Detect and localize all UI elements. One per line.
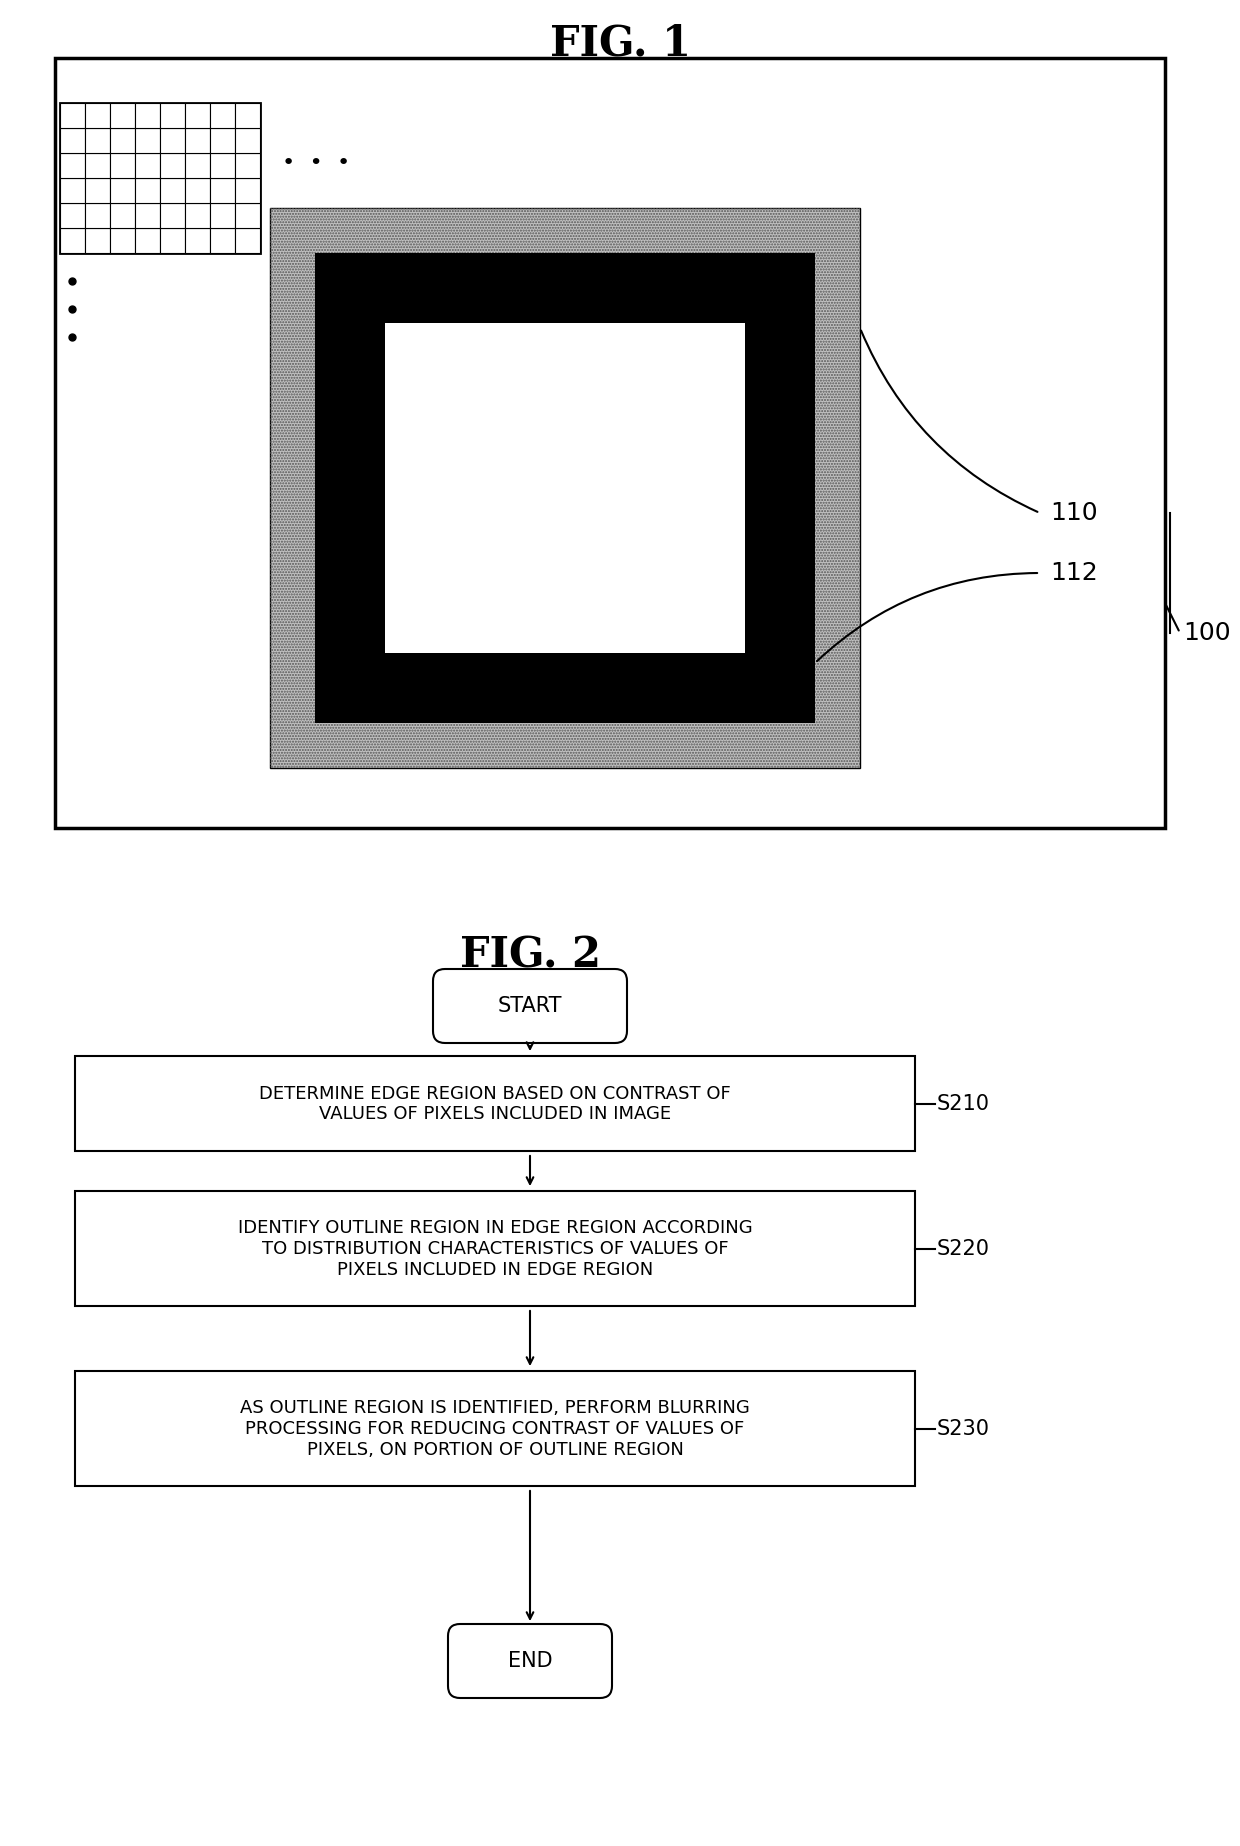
Bar	[74, 1056, 915, 1152]
Text: 112: 112	[1050, 561, 1097, 585]
Bar	[210, 177, 236, 203]
Bar	[384, 323, 745, 653]
Text: 110: 110	[1050, 500, 1097, 524]
Bar	[185, 103, 210, 127]
Bar	[110, 177, 135, 203]
Bar	[210, 127, 236, 153]
Bar	[160, 153, 185, 177]
Bar	[236, 229, 260, 253]
Bar	[86, 127, 110, 153]
Bar	[185, 229, 210, 253]
Bar	[135, 229, 160, 253]
Text: S230: S230	[937, 1420, 990, 1440]
Bar	[74, 1372, 915, 1486]
Bar	[86, 177, 110, 203]
Bar	[86, 203, 110, 229]
Bar	[236, 177, 260, 203]
Bar	[86, 153, 110, 177]
Text: S210: S210	[937, 1095, 990, 1113]
Bar	[60, 127, 86, 153]
Text: S220: S220	[937, 1239, 990, 1259]
Bar	[135, 203, 160, 229]
Text: FIG. 2: FIG. 2	[460, 936, 600, 977]
Bar	[110, 229, 135, 253]
Bar	[236, 153, 260, 177]
Bar	[210, 103, 236, 127]
Bar	[185, 177, 210, 203]
Bar	[110, 203, 135, 229]
Bar	[55, 57, 1166, 829]
Bar	[160, 127, 185, 153]
FancyBboxPatch shape	[433, 969, 627, 1043]
Bar	[270, 209, 861, 768]
Text: IDENTIFY OUTLINE REGION IN EDGE REGION ACCORDING
TO DISTRIBUTION CHARACTERISTICS: IDENTIFY OUTLINE REGION IN EDGE REGION A…	[238, 1218, 753, 1279]
Bar	[160, 103, 185, 127]
Bar	[236, 103, 260, 127]
Bar	[135, 177, 160, 203]
Bar	[160, 229, 185, 253]
Bar	[185, 127, 210, 153]
Bar	[315, 253, 815, 724]
Bar	[60, 177, 86, 203]
Bar	[60, 229, 86, 253]
Bar	[110, 153, 135, 177]
Bar	[60, 203, 86, 229]
Text: END: END	[507, 1650, 552, 1671]
Text: 100: 100	[1183, 620, 1230, 644]
Bar	[185, 153, 210, 177]
Bar	[160, 177, 185, 203]
Text: FIG. 1: FIG. 1	[549, 22, 691, 65]
Bar	[135, 103, 160, 127]
Text: •  •  •: • • •	[281, 153, 350, 174]
Bar	[86, 229, 110, 253]
Text: START: START	[497, 997, 562, 1015]
Bar	[110, 127, 135, 153]
Bar	[60, 103, 260, 253]
Bar	[110, 103, 135, 127]
Bar	[210, 203, 236, 229]
Bar	[135, 153, 160, 177]
Bar	[210, 153, 236, 177]
Bar	[236, 127, 260, 153]
Bar	[210, 229, 236, 253]
Text: AS OUTLINE REGION IS IDENTIFIED, PERFORM BLURRING
PROCESSING FOR REDUCING CONTRA: AS OUTLINE REGION IS IDENTIFIED, PERFORM…	[241, 1399, 750, 1458]
Bar	[236, 203, 260, 229]
Bar	[74, 1191, 915, 1305]
FancyBboxPatch shape	[448, 1624, 613, 1698]
Text: DETERMINE EDGE REGION BASED ON CONTRAST OF
VALUES OF PIXELS INCLUDED IN IMAGE: DETERMINE EDGE REGION BASED ON CONTRAST …	[259, 1085, 730, 1124]
Bar	[86, 103, 110, 127]
Bar	[60, 153, 86, 177]
Bar	[185, 203, 210, 229]
Bar	[60, 103, 86, 127]
Bar	[270, 209, 861, 768]
Bar	[160, 203, 185, 229]
Bar	[135, 127, 160, 153]
